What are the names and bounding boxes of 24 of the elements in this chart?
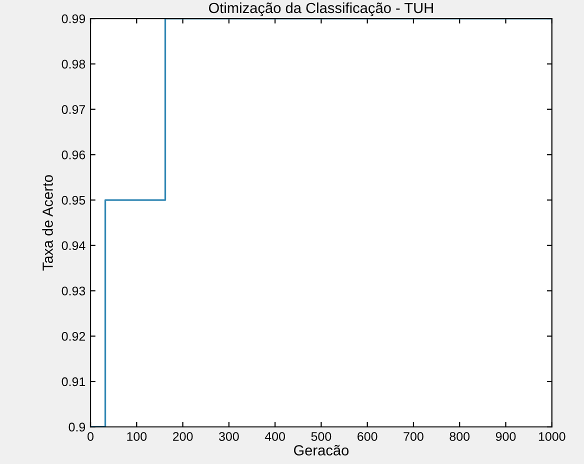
x-axis-title: Geracão [294,444,349,456]
y-tick-label: 0.98 [62,60,86,69]
y-tick-label: 0.95 [62,196,86,205]
x-tick-label: 900 [496,432,516,441]
y-tick-label: 0.97 [62,105,86,114]
y-tick-label: 0.93 [62,286,86,296]
y-axis-title: Taxa de Acerto [42,175,53,271]
y-tick-label: 0.92 [62,332,86,341]
y-tick-label: 0.9 [68,422,86,432]
x-tick-label: 200 [172,432,193,441]
y-tick-label: 0.94 [62,241,86,250]
y-tick-label: 0.91 [62,377,86,386]
chart-title: Otimização da Classificação - TUH [208,2,433,16]
x-tick-label: 500 [311,432,332,441]
x-tick-label: 600 [358,432,378,441]
x-tick-label: 400 [264,432,286,441]
x-tick-label: 0 [88,432,94,441]
x-tick-label: 700 [404,432,424,441]
x-tick-label: 1000 [538,432,566,441]
x-tick-label: 800 [450,432,470,441]
x-tick-label: 100 [127,432,147,441]
y-tick-label: 0.96 [62,150,86,160]
x-tick-label: 300 [218,432,239,441]
y-tick-label: 0.99 [62,14,86,24]
